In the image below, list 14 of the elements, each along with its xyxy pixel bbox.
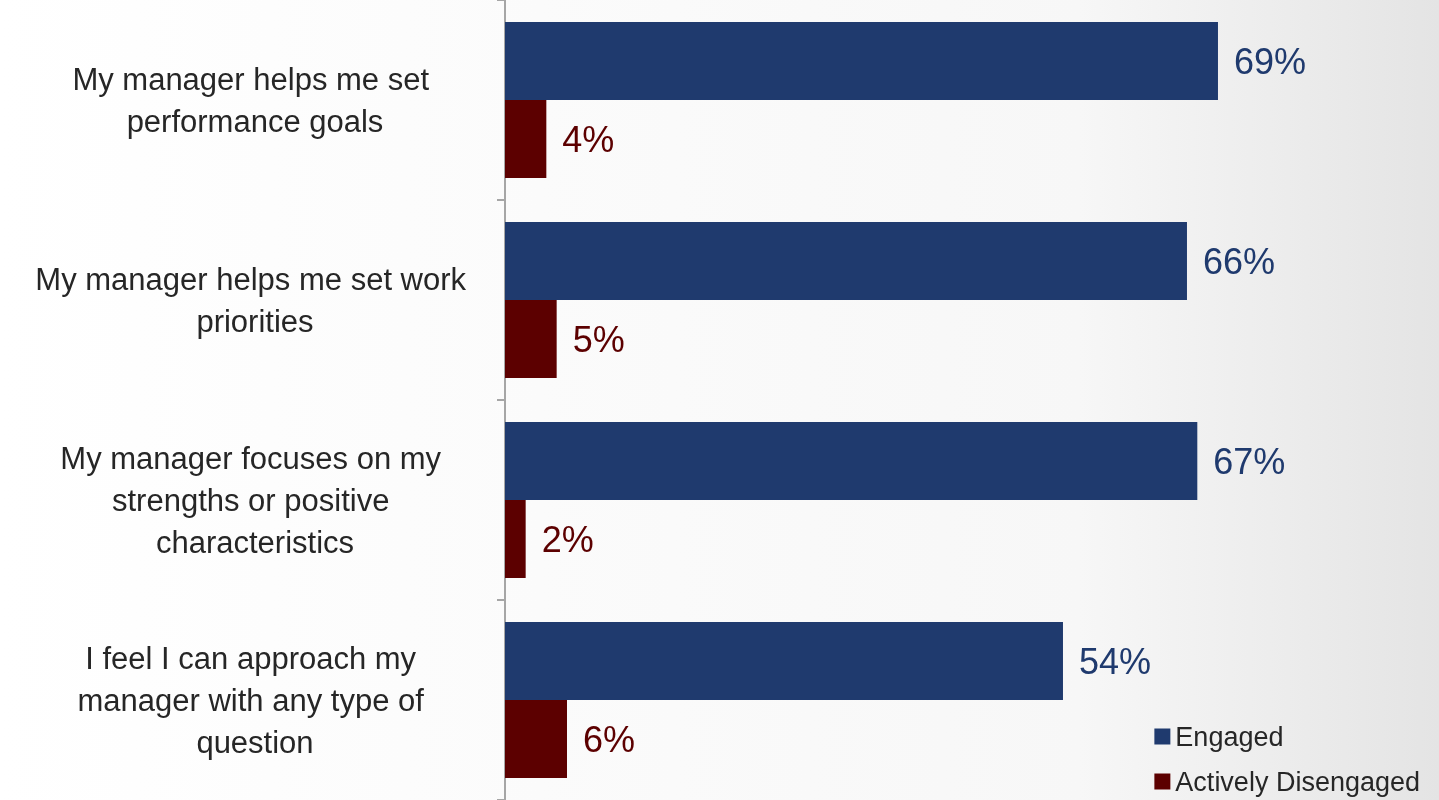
legend-label: Actively Disengaged (1175, 766, 1421, 797)
data-label: 67% (1213, 440, 1286, 482)
y-tick-label: I feel I can approach my manager with any type of question (77, 640, 433, 760)
y-tick-label: My manager helps me set work priorities (35, 261, 475, 339)
data-label: 69% (1233, 40, 1307, 82)
data-label: 5% (572, 318, 625, 360)
legend-label: Engaged (1175, 721, 1284, 752)
y-tick-label: My manager helps me set performance goals (72, 61, 438, 139)
data-label: 66% (1202, 240, 1276, 282)
y-tick-label: My manager focuses on my strengths or positive characteristics (60, 440, 450, 560)
data-label: 54% (1078, 640, 1152, 682)
data-label: 4% (562, 118, 615, 160)
data-label: 2% (541, 518, 594, 560)
data-label: 6% (583, 718, 636, 760)
